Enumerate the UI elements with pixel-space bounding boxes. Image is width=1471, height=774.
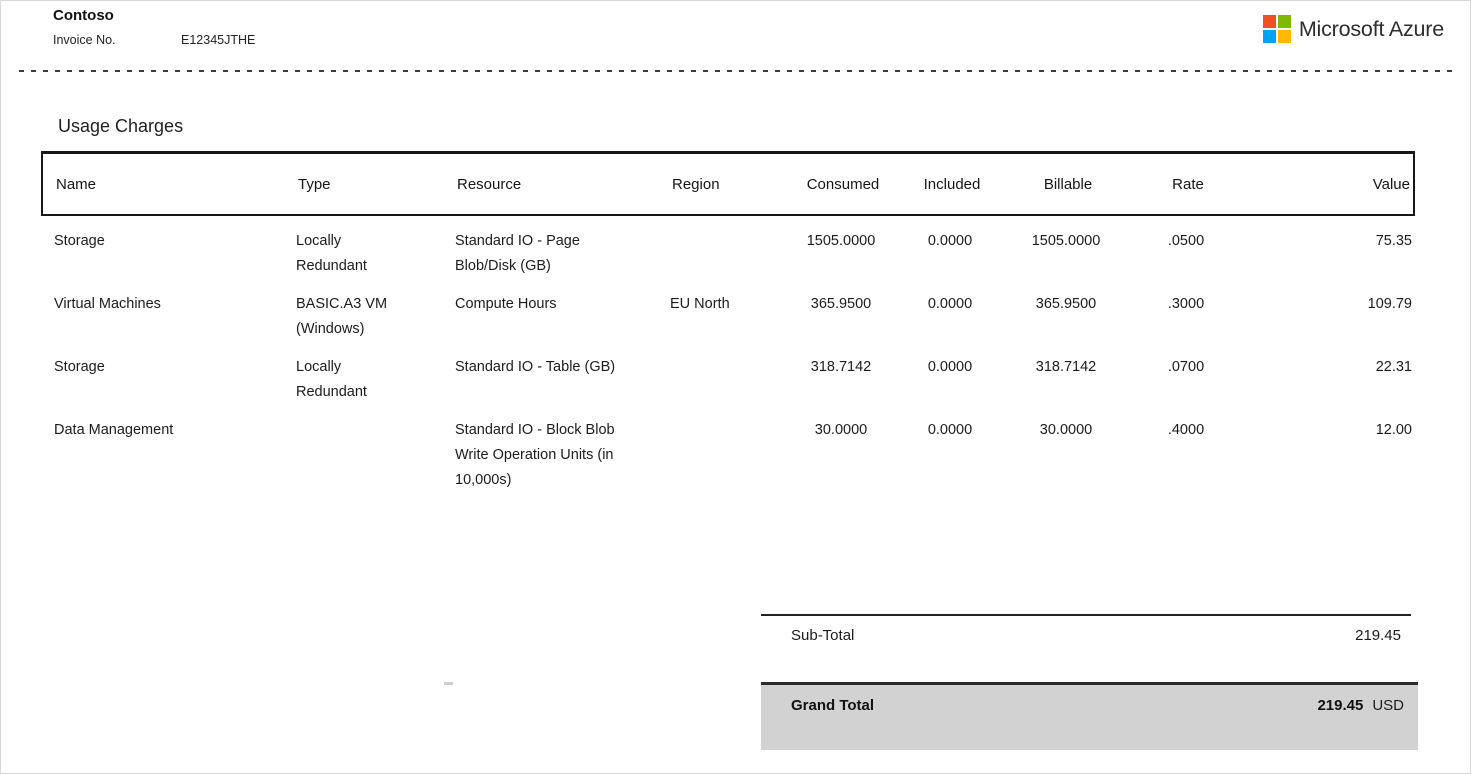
cell-consumed: 318.7142: [810, 359, 872, 375]
cell-type: Locally Redundant: [296, 359, 367, 400]
column-header-included: Included: [923, 175, 981, 193]
column-header-type: Type: [298, 175, 331, 193]
cell-type: [296, 418, 408, 493]
grand-total-value: 219.45: [1317, 697, 1364, 714]
microsoft-logo-icon: [1262, 15, 1291, 43]
cell-region: [670, 418, 788, 493]
column-header-value: Value: [1372, 175, 1410, 193]
cell-billable: 365.9500: [1035, 296, 1097, 312]
smudge-artifact: [444, 682, 453, 685]
column-header-rate: Rate: [1172, 175, 1204, 193]
cell-included: 0.0000: [927, 422, 973, 438]
cell-resource: Standard IO - Table (GB): [455, 359, 616, 375]
cell-rate: .0700: [1167, 359, 1205, 375]
subtotal-value: 219.45: [1355, 627, 1401, 644]
cell-billable: 318.7142: [1035, 359, 1097, 375]
table-row: Storage Locally Redundant Standard IO - …: [41, 342, 1415, 405]
cell-name: Storage: [54, 233, 105, 249]
column-header-consumed: Consumed: [806, 175, 880, 193]
cell-value: 12.00: [1375, 422, 1412, 438]
grand-total-label: Grand Total: [791, 697, 875, 714]
cell-resource: Standard IO - Block Blob Write Operation…: [455, 422, 615, 488]
usage-charges-title: Usage Charges: [58, 116, 184, 136]
logo-square-green: [1277, 15, 1291, 28]
invoice-number-label: Invoice No.: [53, 33, 116, 47]
microsoft-azure-logo: Microsoft Azure: [1262, 15, 1444, 43]
cell-type: Locally Redundant: [296, 233, 367, 274]
column-header-name: Name: [56, 175, 97, 193]
cell-name: Data Management: [54, 422, 174, 438]
column-header-region: Region: [672, 175, 720, 193]
cell-rate: .4000: [1167, 422, 1205, 438]
cell-region: [670, 355, 788, 405]
cell-included: 0.0000: [927, 359, 973, 375]
table-row: Storage Locally Redundant Standard IO - …: [41, 216, 1415, 279]
cell-resource: Compute Hours: [455, 296, 557, 312]
column-header-resource: Resource: [457, 175, 522, 193]
subtotal-label: Sub-Total: [791, 627, 855, 644]
cell-consumed: 365.9500: [810, 296, 872, 312]
cell-billable: 30.0000: [1039, 422, 1093, 438]
cell-name: Virtual Machines: [54, 296, 161, 312]
cell-resource: Standard IO - Page Blob/Disk (GB): [455, 233, 580, 274]
cell-type: BASIC.A3 VM (Windows): [296, 296, 388, 337]
cell-rate: .0500: [1167, 233, 1205, 249]
table-row: Data Management Standard IO - Block Blob…: [41, 405, 1415, 493]
column-header-billable: Billable: [1043, 175, 1093, 193]
subtotal-divider: [761, 614, 1411, 616]
invoice-number-value: E12345JTHE: [181, 33, 256, 47]
cell-consumed: 30.0000: [814, 422, 868, 438]
grand-total-row: Grand Total 219.45 USD: [761, 682, 1418, 750]
logo-square-blue: [1262, 30, 1276, 43]
company-name: Contoso: [53, 7, 114, 24]
cell-value: 75.35: [1375, 233, 1412, 249]
table-row: Virtual Machines BASIC.A3 VM (Windows) C…: [41, 279, 1415, 342]
cell-billable: 1505.0000: [1031, 233, 1101, 249]
cell-region: [670, 229, 788, 279]
cell-consumed: 1505.0000: [806, 233, 876, 249]
table-header-row: Name Type Resource Region Consumed Inclu…: [41, 151, 1415, 216]
dashed-divider: [19, 70, 1454, 73]
cell-name: Storage: [54, 359, 105, 375]
currency-code: USD: [1372, 697, 1404, 714]
cell-region: EU North: [670, 296, 730, 312]
logo-text: Microsoft Azure: [1298, 16, 1444, 41]
cell-included: 0.0000: [927, 233, 973, 249]
cell-rate: .3000: [1167, 296, 1205, 312]
cell-value: 109.79: [1367, 296, 1412, 312]
cell-value: 22.31: [1375, 359, 1412, 375]
logo-square-red: [1262, 15, 1276, 28]
subtotal-row: Sub-Total 219.45: [761, 627, 1411, 644]
usage-charges-table: Name Type Resource Region Consumed Inclu…: [41, 151, 1415, 493]
cell-included: 0.0000: [927, 296, 973, 312]
logo-square-yellow: [1277, 30, 1291, 43]
